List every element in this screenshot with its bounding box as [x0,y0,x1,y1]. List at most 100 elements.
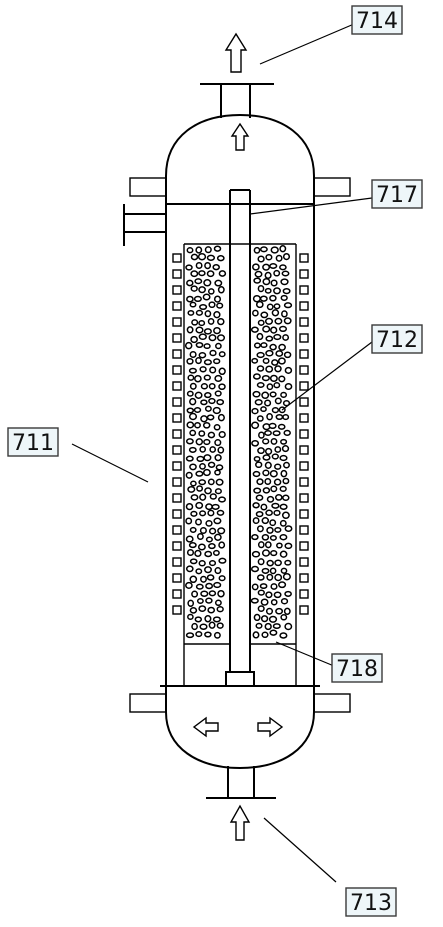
catalyst-pellet [257,447,265,455]
catalyst-pellet [208,527,217,535]
catalyst-pellet [213,245,222,252]
catalyst-pellet [252,294,261,303]
fin [299,557,309,567]
catalyst-pellet [280,567,288,574]
fin [172,253,182,263]
catalyst-pellet [218,367,226,376]
catalyst-pellet [274,526,282,533]
catalyst-pellet [214,533,222,541]
catalyst-pellet [274,559,282,567]
catalyst-pellet [217,527,226,535]
catalyst-pellet [278,375,286,383]
catalyst-pellet [253,455,261,462]
catalyst-pellet [270,550,278,557]
fin [172,557,182,567]
side-inlet-pipe [123,204,166,246]
catalyst-pellet [188,446,197,453]
catalyst-pellet [258,431,265,439]
catalyst-pellet [216,255,225,262]
catalyst-pellet [251,550,261,558]
catalyst-pellet [271,453,279,460]
catalyst-pellet [283,351,292,359]
catalyst-pellet [214,374,223,382]
catalyst-pellet [194,374,202,383]
fin [299,285,309,295]
catalyst-pellet [283,302,293,309]
catalyst-pellet [189,382,197,390]
catalyst-pellet [200,575,207,583]
catalyst-pellet [213,424,221,431]
catalyst-pellet [252,309,259,317]
catalyst-pellet [270,246,279,254]
catalyst-pellet [190,335,198,344]
fin [299,317,309,327]
catalyst-pellet [269,263,278,269]
catalyst-pellet [218,430,226,439]
catalyst-pellet [206,270,215,278]
catalyst-pellet [195,309,204,316]
catalyst-pellet [280,438,288,445]
catalyst-pellet [185,517,193,525]
catalyst-pellet [185,502,194,511]
fin [172,589,182,599]
catalyst-pellet [195,583,204,590]
catalyst-pellet [198,351,207,359]
catalyst-pellet [200,383,209,390]
catalyst-pellet [251,421,260,430]
catalyst-pellet [194,549,202,558]
catalyst-pellet [189,463,197,471]
catalyst-pellet [207,509,215,517]
catalyst-pellet [218,351,226,358]
catalyst-pellet [198,430,206,437]
catalyst-pellet [250,565,260,573]
catalyst-pellet [271,502,280,509]
catalyst-pellet [255,494,264,501]
catalyst-pellet [264,461,272,469]
catalyst-pellet [215,342,222,350]
catalyst-pellet [260,598,269,606]
catalyst-pellet [207,288,215,295]
fin [172,285,182,295]
catalyst-pellet [262,487,271,494]
catalyst-pellet [198,270,206,277]
catalyst-pellet [208,334,217,342]
catalyst-pellet [250,597,259,604]
catalyst-pellet [271,309,280,317]
catalyst-pellet [203,279,212,287]
catalyst-pellet [278,325,288,333]
catalyst-pellet [204,487,212,495]
leader-711 [71,443,149,483]
catalyst-pellet [205,597,213,604]
catalyst-pellet [254,399,263,406]
fin [172,413,182,423]
catalyst-pellet [204,550,213,558]
catalyst-pellet [195,261,203,270]
fin [172,605,182,615]
catalyst-pellet [252,631,260,639]
catalyst-pellet [282,494,290,502]
catalyst-pellet [257,284,265,293]
catalyst-pellet [255,300,264,309]
catalyst-pellet [279,245,287,253]
catalyst-pellet [203,359,212,366]
svg-text:714: 714 [356,9,398,34]
fin [299,397,309,407]
catalyst-pellet [218,557,227,564]
catalyst-pellet [194,391,203,399]
catalyst-pellet [184,341,193,350]
catalyst-pellet [277,357,286,365]
catalyst-pellet [282,252,291,261]
cooling-fins [172,253,309,615]
catalyst-pellet [274,317,283,325]
catalyst-pellet [264,287,272,294]
catalyst-pellet [273,382,281,389]
catalyst-pellet [281,511,290,520]
catalyst-pellet [279,264,287,271]
catalyst-pellet [216,509,225,516]
catalyst-pellet [215,478,224,486]
catalyst-pellet [270,437,278,445]
catalyst-pellet [186,247,194,254]
catalyst-pellet [189,526,197,533]
catalyst-pellet [261,631,269,639]
catalyst-pellet [275,254,283,262]
